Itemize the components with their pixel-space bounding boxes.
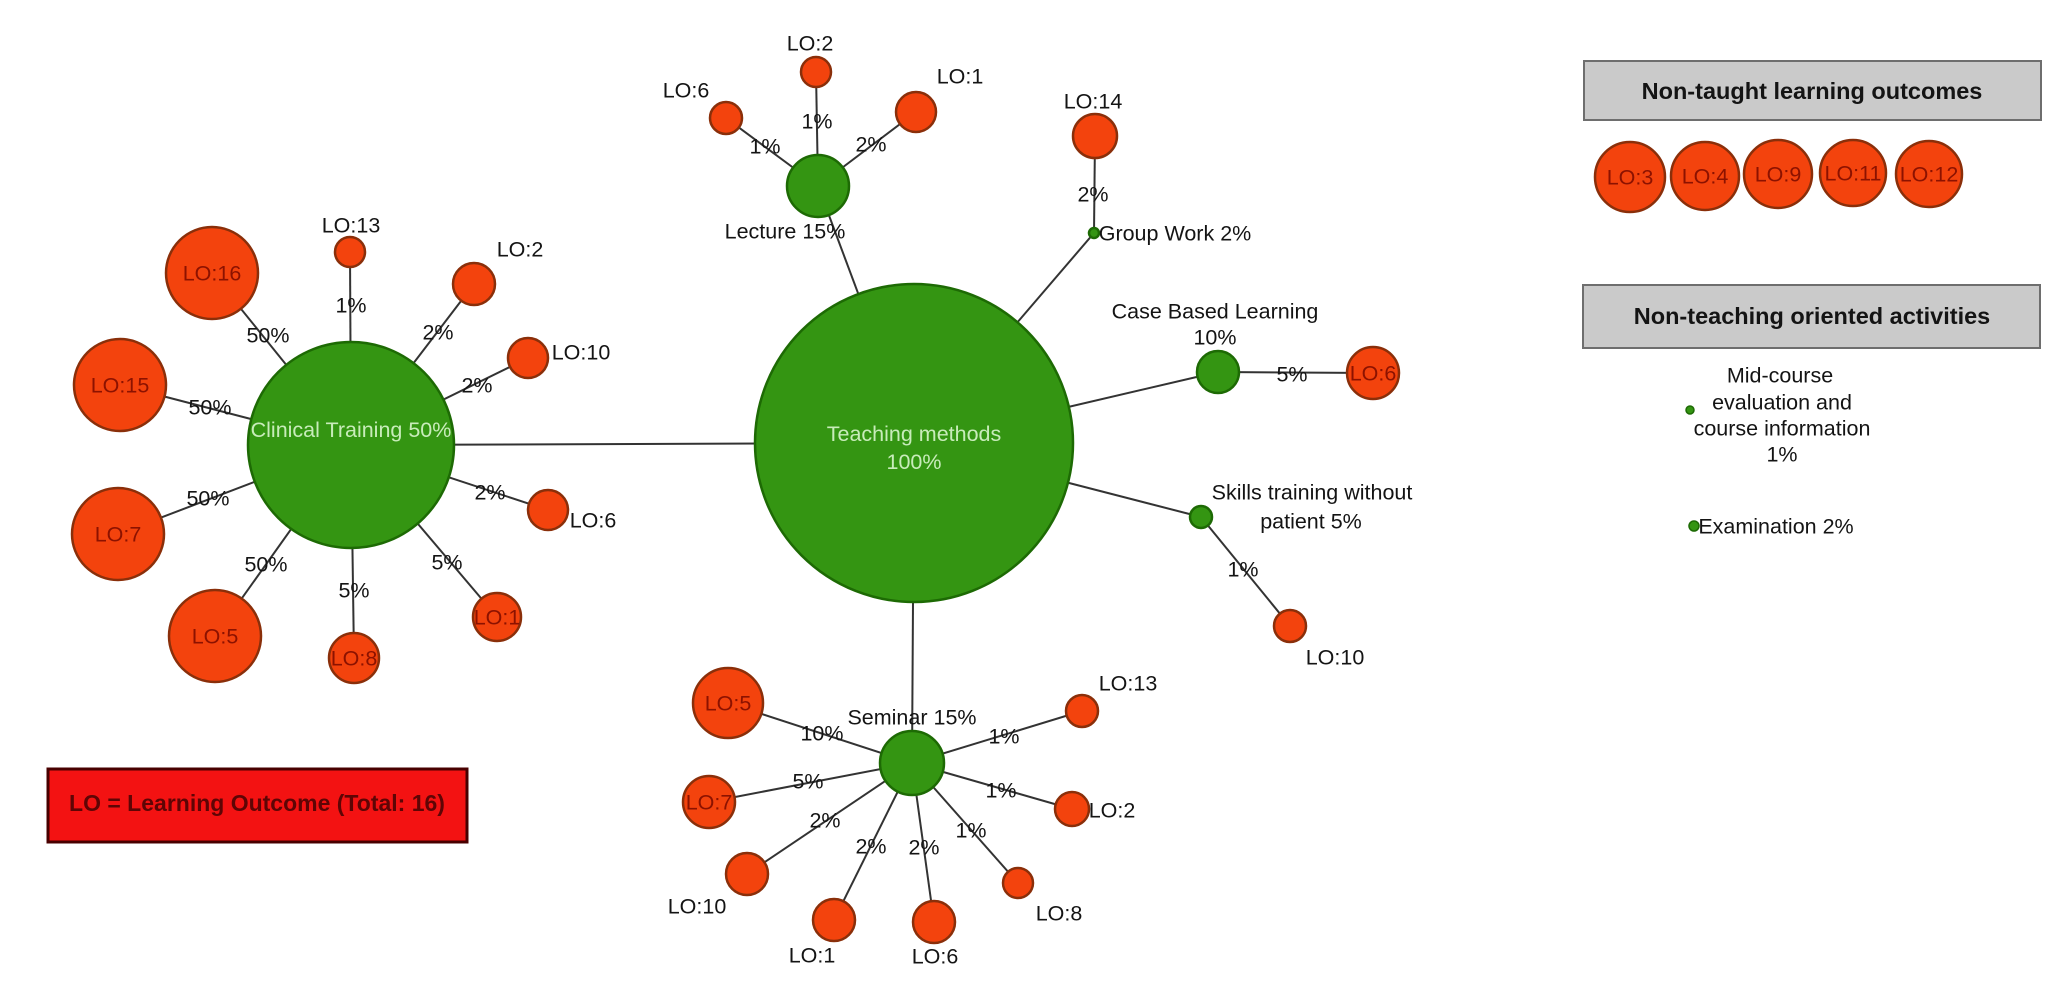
- svg-text:LO = Learning Outcome (Total:: LO = Learning Outcome (Total: 16): [69, 790, 445, 816]
- svg-text:Clinical Training 50%: Clinical Training 50%: [251, 418, 452, 442]
- svg-text:2%: 2%: [422, 321, 453, 345]
- svg-text:LO:9: LO:9: [1755, 163, 1802, 187]
- svg-text:LO:8: LO:8: [331, 647, 378, 671]
- svg-text:1%: 1%: [985, 779, 1016, 803]
- svg-text:LO:6: LO:6: [663, 79, 710, 103]
- svg-text:LO:11: LO:11: [1825, 162, 1882, 186]
- svg-text:1%: 1%: [749, 135, 780, 159]
- svg-text:2%: 2%: [461, 374, 492, 398]
- svg-text:Non-taught learning outcomes: Non-taught learning outcomes: [1642, 78, 1983, 104]
- svg-text:Non-teaching oriented activiti: Non-teaching oriented activities: [1634, 303, 1990, 329]
- svg-text:50%: 50%: [186, 487, 229, 511]
- svg-text:2%: 2%: [809, 809, 840, 833]
- svg-text:LO:10: LO:10: [552, 341, 611, 365]
- svg-text:LO:8: LO:8: [1036, 902, 1083, 926]
- svg-text:LO:2: LO:2: [497, 238, 544, 262]
- svg-text:1%: 1%: [988, 725, 1019, 749]
- svg-text:LO:13: LO:13: [322, 214, 381, 238]
- svg-text:LO:7: LO:7: [686, 791, 733, 815]
- svg-text:Lecture 15%: Lecture 15%: [725, 220, 846, 244]
- svg-text:LO:6: LO:6: [570, 509, 617, 533]
- svg-text:2%: 2%: [1077, 183, 1108, 207]
- svg-text:LO:10: LO:10: [1306, 646, 1365, 670]
- svg-text:LO:3: LO:3: [1607, 166, 1654, 190]
- svg-text:10%: 10%: [1193, 326, 1236, 350]
- svg-text:LO:4: LO:4: [1682, 165, 1729, 189]
- svg-text:LO:5: LO:5: [192, 625, 239, 649]
- svg-text:evaluation and: evaluation and: [1712, 391, 1852, 415]
- svg-text:LO:1: LO:1: [937, 65, 984, 89]
- svg-text:2%: 2%: [908, 836, 939, 860]
- svg-text:Skills training without: Skills training without: [1212, 481, 1413, 505]
- svg-text:LO:1: LO:1: [789, 944, 836, 968]
- svg-text:Examination 2%: Examination 2%: [1698, 515, 1853, 539]
- svg-text:1%: 1%: [1766, 443, 1797, 467]
- svg-text:LO:12: LO:12: [1900, 163, 1959, 187]
- svg-text:LO:2: LO:2: [1089, 799, 1136, 823]
- svg-text:LO:10: LO:10: [668, 895, 727, 919]
- svg-text:100%: 100%: [887, 450, 942, 474]
- svg-text:5%: 5%: [338, 579, 369, 603]
- svg-text:1%: 1%: [335, 294, 366, 318]
- svg-text:1%: 1%: [1227, 558, 1258, 582]
- svg-text:LO:15: LO:15: [91, 374, 150, 398]
- svg-text:5%: 5%: [792, 770, 823, 794]
- svg-text:2%: 2%: [855, 133, 886, 157]
- svg-text:LO:7: LO:7: [95, 523, 142, 547]
- svg-text:1%: 1%: [955, 819, 986, 843]
- svg-text:LO:6: LO:6: [1350, 362, 1397, 386]
- svg-text:patient 5%: patient 5%: [1260, 510, 1362, 534]
- svg-text:1%: 1%: [801, 110, 832, 134]
- svg-text:50%: 50%: [188, 396, 231, 420]
- svg-text:LO:5: LO:5: [705, 692, 752, 716]
- svg-text:10%: 10%: [800, 722, 843, 746]
- svg-text:2%: 2%: [474, 481, 505, 505]
- svg-text:LO:13: LO:13: [1099, 672, 1158, 696]
- svg-text:5%: 5%: [431, 551, 462, 575]
- svg-text:Group Work 2%: Group Work 2%: [1099, 222, 1252, 246]
- svg-text:LO:14: LO:14: [1064, 90, 1123, 114]
- svg-text:2%: 2%: [855, 835, 886, 859]
- svg-text:Case Based Learning: Case Based Learning: [1112, 300, 1319, 324]
- svg-text:5%: 5%: [1276, 363, 1307, 387]
- svg-text:Seminar 15%: Seminar 15%: [847, 706, 976, 730]
- svg-text:Mid-course: Mid-course: [1727, 364, 1833, 388]
- svg-text:course information: course information: [1694, 417, 1871, 441]
- svg-text:LO:6: LO:6: [912, 945, 959, 969]
- svg-text:50%: 50%: [244, 553, 287, 577]
- svg-text:LO:1: LO:1: [474, 606, 521, 630]
- svg-text:Teaching methods: Teaching methods: [827, 422, 1002, 446]
- svg-text:50%: 50%: [246, 324, 289, 348]
- svg-text:LO:2: LO:2: [787, 32, 834, 56]
- svg-text:LO:16: LO:16: [183, 262, 242, 286]
